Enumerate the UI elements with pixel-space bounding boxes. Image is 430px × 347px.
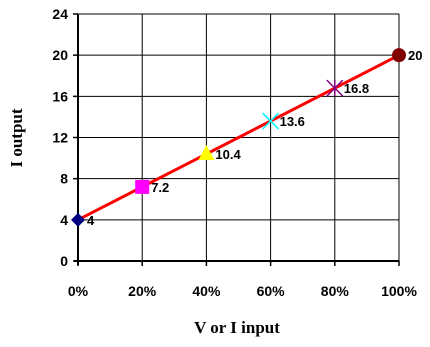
x-tick-label: 100% [381, 283, 417, 299]
data-point-star [326, 79, 344, 97]
y-tick-label: 4 [60, 212, 68, 228]
y-tick-label: 20 [52, 47, 68, 63]
y-tick-label: 16 [52, 88, 68, 104]
series-line [77, 53, 400, 222]
data-label: 16.8 [344, 81, 369, 96]
data-point-diamond [71, 212, 85, 227]
data-label: 10.4 [215, 147, 241, 162]
data-point-triangle [198, 144, 215, 160]
x-tick-label: 40% [192, 283, 221, 299]
data-label: 20 [408, 48, 422, 63]
x-axis-title: V or I input [194, 318, 280, 337]
y-tick-label: 12 [52, 130, 68, 146]
data-label: 4 [87, 213, 95, 228]
y-tick-label: 8 [60, 171, 68, 187]
data-point-x [262, 112, 280, 130]
x-axis-ticks: 0% 20% 40% 60% 80% 100% [68, 261, 417, 299]
y-tick-label: 0 [60, 253, 68, 269]
y-axis-ticks: 0 4 8 12 16 20 24 [52, 6, 78, 269]
y-axis-title: I output [7, 108, 26, 167]
x-tick-label: 0% [68, 283, 89, 299]
data-point-square [135, 179, 150, 194]
y-tick-label: 24 [52, 6, 68, 22]
data-label: 13.6 [280, 114, 305, 129]
series [71, 48, 406, 227]
data-labels: 4 7.2 10.4 13.6 16.8 20 [87, 48, 422, 228]
x-tick-label: 80% [321, 283, 350, 299]
data-label: 7.2 [151, 180, 169, 195]
x-tick-label: 60% [257, 283, 286, 299]
x-tick-label: 20% [128, 283, 157, 299]
data-point-circle [392, 48, 406, 63]
